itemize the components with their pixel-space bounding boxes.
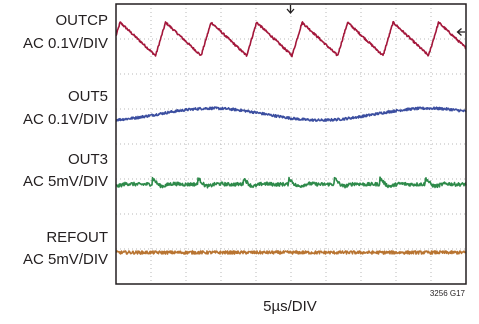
plot-frame [115,3,467,285]
trigger-marker-right [456,28,465,36]
ch1-name: OUTCP [56,12,109,29]
grid [116,4,466,284]
ch1-scale: AC 0.1V/DIV [23,35,108,52]
figure-id: 3256 G17 [430,289,466,298]
ch3-name: OUT3 [68,151,108,168]
trace-out5 [115,106,467,122]
trace-outcp [115,20,467,58]
ch2-name: OUT5 [68,88,108,105]
trace-out3 [115,176,467,189]
ch4-name: REFOUT [46,229,108,246]
ch3-scale: AC 5mV/DIV [23,173,108,190]
x-axis-label: 5µs/DIV [263,298,317,315]
channel-labels: OUTCP AC 0.1V/DIV OUT5 AC 0.1V/DIV OUT3 … [23,12,108,268]
ch2-scale: AC 0.1V/DIV [23,111,108,128]
trace-refout [115,250,467,255]
traces [115,20,467,255]
ch4-scale: AC 5mV/DIV [23,251,108,268]
trigger-marker-top [286,5,295,14]
